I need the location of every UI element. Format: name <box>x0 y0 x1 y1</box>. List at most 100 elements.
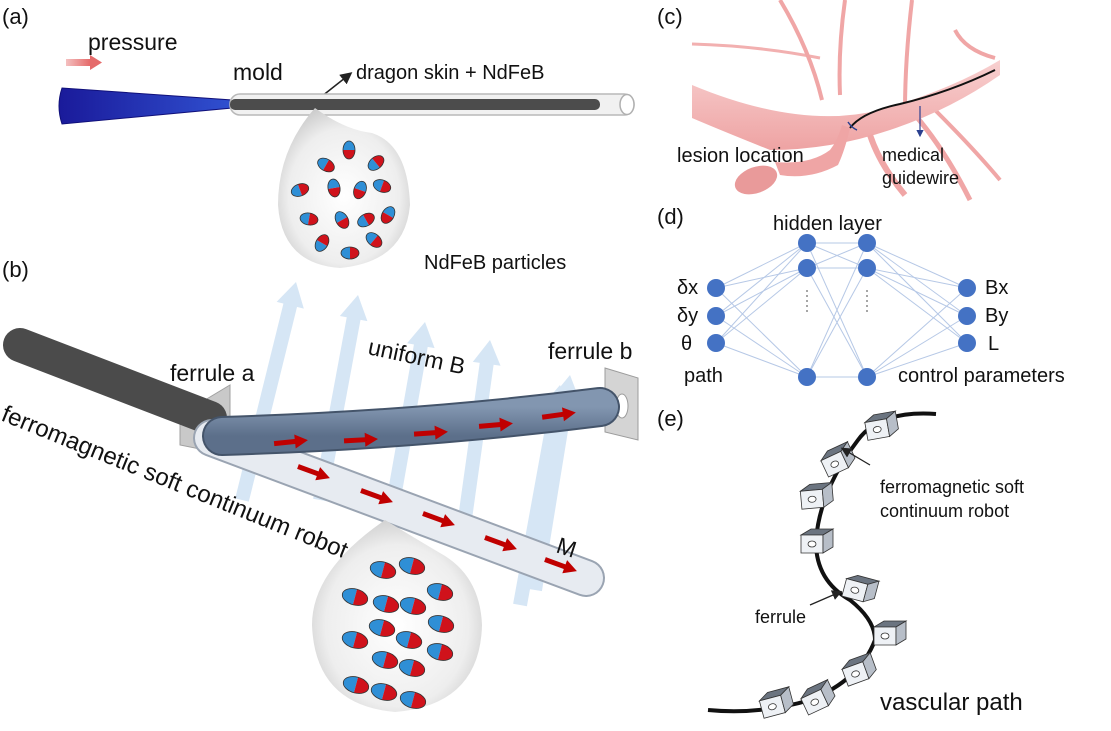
magnet-particle <box>372 179 392 193</box>
magnet-particle <box>371 651 399 669</box>
network-node <box>707 279 725 297</box>
magnet-particle <box>369 561 397 579</box>
magnet-particle <box>395 631 423 649</box>
network-node <box>707 307 725 325</box>
network-edge <box>715 242 808 289</box>
network-edge <box>806 242 868 378</box>
ferrule-block <box>872 620 908 646</box>
input-label-dy: δy <box>677 305 698 327</box>
magnetization-arrow <box>484 535 517 552</box>
network-edge <box>866 242 968 317</box>
magnetization-arrow <box>297 464 330 481</box>
material-label: dragon skin + NdFeB <box>356 62 544 84</box>
panel-d-tag: (d) <box>657 204 684 229</box>
network-node <box>958 334 976 352</box>
panel-a: (a) pressure mold dragon skin + NdFeB Nd… <box>2 4 635 274</box>
magnet-particle <box>314 234 330 252</box>
ferrule-block <box>799 528 835 554</box>
magnetization-arrow <box>413 425 448 440</box>
network-edge <box>715 267 808 317</box>
panel-a-tag: (a) <box>2 4 29 29</box>
input-label-theta: θ <box>681 333 692 355</box>
magnetization-arrows-deformed <box>273 407 576 449</box>
output-label-by: By <box>985 305 1008 327</box>
magnet-particle <box>341 631 369 649</box>
ferrule-block <box>758 686 794 719</box>
magnet-particle <box>399 597 427 615</box>
network-edge <box>866 342 968 378</box>
vessel-network <box>691 0 1002 202</box>
network-edge <box>715 267 808 289</box>
magnet-particle <box>290 183 310 197</box>
pressure-label: pressure <box>88 29 177 55</box>
guidewire <box>849 69 996 129</box>
network-edge <box>866 242 968 344</box>
panel-b-tag: (b) <box>2 257 29 282</box>
particles-label: NdFeB particles <box>424 252 566 274</box>
output-label-l: L <box>988 333 999 355</box>
panel-d: (d) hidden layer δx δy θ path Bx By L co… <box>657 204 1065 387</box>
lesion-marker <box>847 121 858 131</box>
magnet-particle <box>372 595 400 613</box>
nozzle-tip <box>58 87 233 125</box>
network-edge <box>806 242 868 269</box>
magnet-particle <box>365 232 383 248</box>
magnet-particle <box>342 140 356 160</box>
magnet-particle <box>334 211 350 229</box>
network-node <box>858 234 876 252</box>
network-edge <box>715 242 808 317</box>
network-edge <box>866 267 968 344</box>
network-edge <box>866 315 968 378</box>
magnetization-arrow <box>478 417 513 432</box>
magnet-particles-a <box>290 140 396 260</box>
magnetization-arrow <box>343 432 378 447</box>
magnet-particle <box>353 180 367 200</box>
ferrule-a-label: ferrule a <box>170 360 255 386</box>
hidden-layer-label: hidden layer <box>773 213 882 235</box>
magnet-particle <box>399 691 427 709</box>
network-connections <box>715 242 968 378</box>
lesion-label: lesion location <box>677 145 804 167</box>
magnet-particle <box>327 178 341 198</box>
ferrule-blocks <box>758 410 908 719</box>
ferrule-block <box>840 651 877 687</box>
network-edge <box>715 342 808 378</box>
magnet-particle <box>398 557 426 575</box>
panel-e-tag: (e) <box>657 406 684 431</box>
magnet-particle <box>357 212 375 228</box>
particles-bubble-b <box>312 520 482 712</box>
output-label-bx: Bx <box>985 277 1008 299</box>
output-group-label: control parameters <box>898 365 1065 387</box>
magnetization-arrow <box>541 407 576 422</box>
pressure-arrow <box>66 55 102 70</box>
robot-fixed-segment <box>3 328 227 435</box>
ferrule-block <box>863 410 899 441</box>
vascular-path-label: vascular path <box>880 689 1023 716</box>
robot-undeformed <box>193 419 605 597</box>
network-edge <box>866 242 968 289</box>
network-node <box>798 368 816 386</box>
ferrule-block <box>841 575 881 603</box>
panel-b: (b) ferrule a uniform B ferrule b ferrom… <box>0 257 639 712</box>
magnetization-arrow <box>544 557 577 574</box>
network-node <box>798 259 816 277</box>
guidewire-label-line2: guidewire <box>882 168 959 188</box>
ferrule-pointer <box>809 590 843 606</box>
network-edge <box>866 267 968 317</box>
ferrule-label: ferrule <box>755 607 806 627</box>
network-edge <box>715 315 808 378</box>
magnetization-arrows-straight <box>297 464 577 574</box>
ferrule-block <box>799 678 836 716</box>
magnet-particle <box>370 683 398 701</box>
robot-label-e-line1: ferromagnetic soft <box>880 477 1024 497</box>
magnet-particle <box>380 206 396 224</box>
network-nodes <box>707 234 976 386</box>
magnet-particle <box>426 643 454 661</box>
panel-e: (e) ferromagnetic soft continuum robot f… <box>657 406 1024 719</box>
magnet-particle <box>340 246 360 260</box>
panel-c: (c) lesion location medical guidewire <box>657 0 1002 202</box>
magnet-particle <box>299 212 319 226</box>
magnetization-arrow <box>360 488 393 505</box>
network-edge <box>866 287 968 378</box>
